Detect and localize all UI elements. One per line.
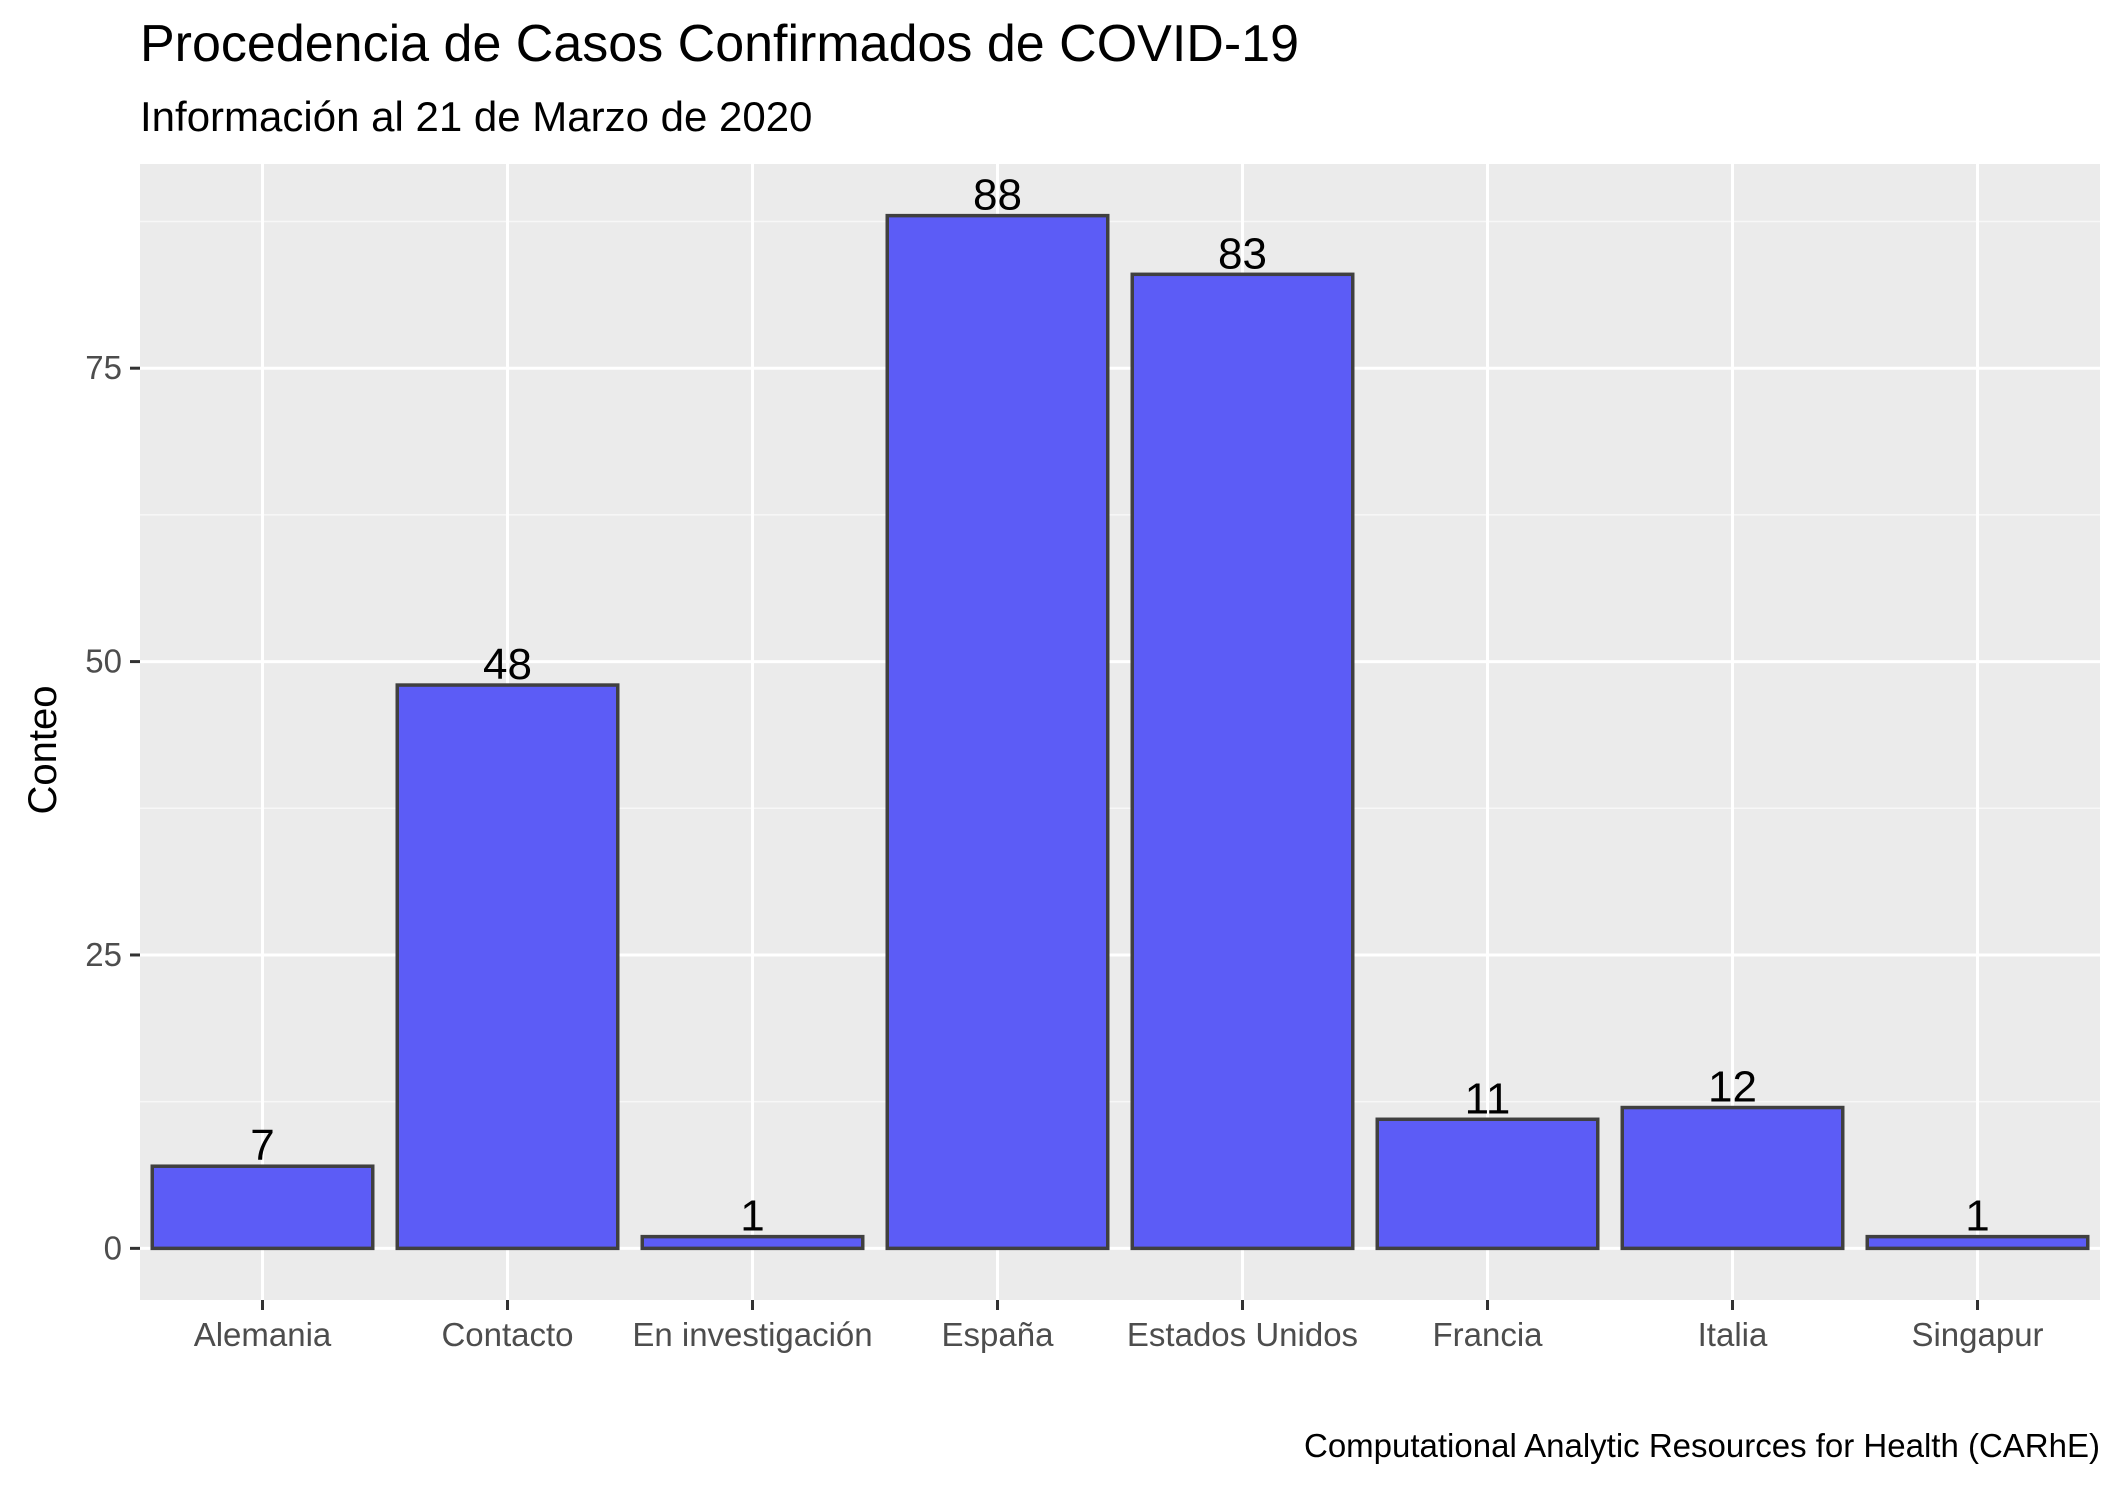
data-label: 12	[1708, 1063, 1757, 1112]
y-tick-label: 25	[85, 936, 122, 973]
y-tick-label: 75	[85, 349, 122, 386]
data-label: 1	[740, 1192, 764, 1241]
bar-en-investigación	[640, 1234, 865, 1251]
x-tick-label: Alemania	[194, 1316, 332, 1353]
x-tick-label: Italia	[1698, 1316, 1768, 1353]
x-tick-label: Francia	[1432, 1316, 1543, 1353]
y-tick-label: 50	[85, 643, 122, 680]
axes: 0 25 50 75 Alemania Contacto En investigación E…	[85, 349, 2043, 1353]
bars: 7 48 1 88 83 11 12 1	[150, 171, 2090, 1251]
x-tick-label: Estados Unidos	[1127, 1316, 1358, 1353]
data-label: 88	[973, 171, 1022, 220]
bar-italia	[1620, 1105, 1845, 1251]
data-label: 11	[1465, 1074, 1511, 1123]
bar-españa	[885, 213, 1110, 1251]
chart-title: Procedencia de Casos Confirmados de COVI…	[140, 15, 1299, 73]
y-axis-label: Conteo	[21, 686, 65, 815]
bar-estados-unidos	[1130, 272, 1355, 1251]
x-tick-label: España	[942, 1316, 1055, 1353]
chart-subtitle: Información al 21 de Marzo de 2020	[140, 93, 812, 140]
bar-contacto	[395, 683, 620, 1251]
data-label: 83	[1218, 229, 1267, 278]
x-tick-label: En investigación	[632, 1316, 872, 1353]
bar-alemania	[150, 1164, 375, 1251]
y-tick-label: 0	[104, 1229, 122, 1266]
data-label: 1	[1965, 1192, 1989, 1241]
x-tick-label: Contacto	[441, 1316, 573, 1353]
data-label: 48	[483, 640, 532, 689]
bar-francia	[1375, 1117, 1600, 1251]
chart-caption: Computational Analytic Resources for Hea…	[1304, 1427, 2100, 1464]
bar-singapur	[1865, 1234, 2090, 1251]
data-label: 7	[250, 1121, 274, 1170]
x-tick-label: Singapur	[1911, 1316, 2043, 1353]
